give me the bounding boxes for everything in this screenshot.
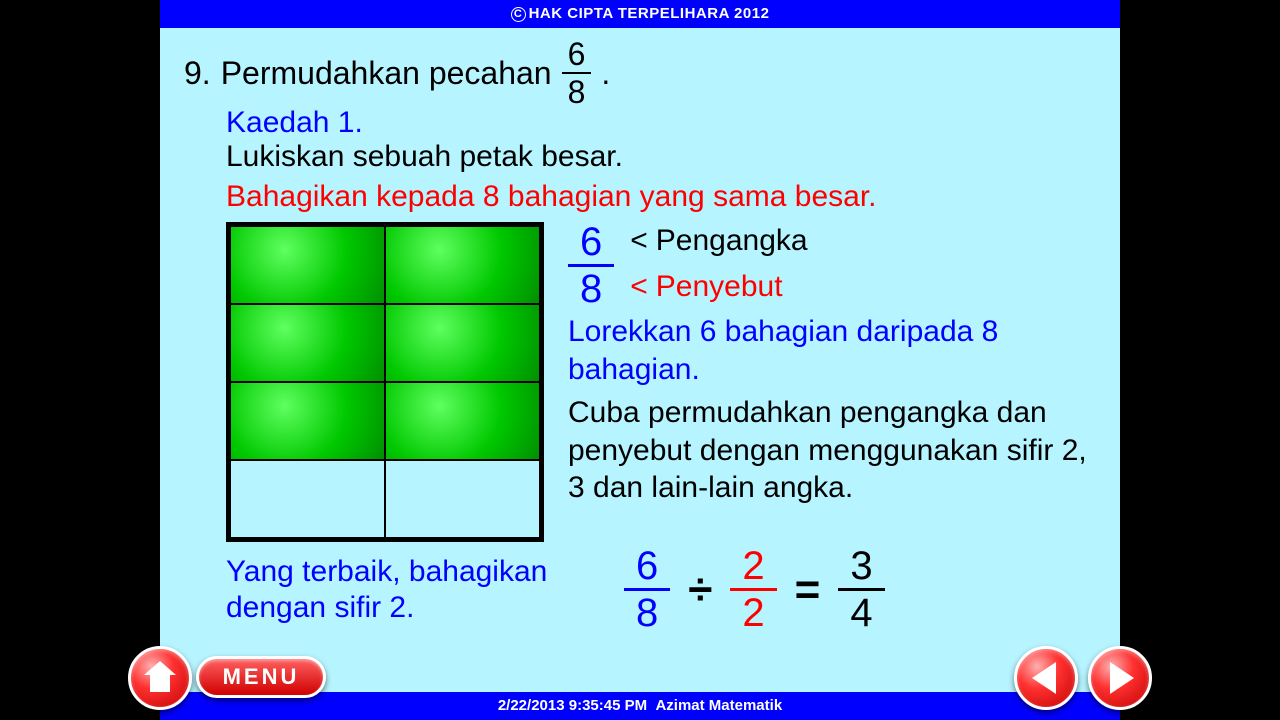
penyebut-arrow: <: [630, 270, 648, 304]
content-area: 9. Permudahkan pecahan 6 8 . Kaedah 1. L…: [160, 28, 1120, 692]
eq-equals: =: [795, 565, 821, 615]
label-fraction: 6 8: [568, 222, 614, 309]
eq-b-den: 2: [730, 591, 776, 633]
eq-divide: ÷: [688, 565, 712, 615]
label-frac-num: 6: [568, 222, 614, 267]
eq-frac-a: 6 8: [624, 546, 670, 633]
menu-button[interactable]: MENU: [196, 656, 326, 698]
grid-cell: [385, 304, 540, 382]
grid-cell: [230, 460, 385, 538]
grid-cell: [385, 460, 540, 538]
fraction-label-arrows: < Pengangka < Penyebut: [630, 222, 807, 304]
top-bar: CHAK CIPTA TERPELIHARA 2012: [160, 0, 1120, 28]
fraction-labels: 6 8 < Pengangka < Penyebut: [568, 222, 1096, 309]
pengangka-label: Pengangka: [656, 224, 808, 258]
label-frac-den: 8: [568, 267, 614, 309]
pengangka-arrow: <: [630, 224, 648, 258]
home-button[interactable]: [128, 646, 192, 710]
divide-instruction: Bahagikan kepada 8 bahagian yang sama be…: [226, 180, 1096, 214]
fraction-grid: [226, 222, 544, 542]
copyright-text: HAK CIPTA TERPELIHARA 2012: [529, 5, 770, 22]
question-period: .: [601, 55, 610, 92]
penyebut-label: Penyebut: [656, 270, 783, 304]
grid-cell: [230, 382, 385, 460]
equation-row: Yang terbaik, bahagikan dengan sifir 2. …: [184, 546, 1096, 633]
eq-b-num: 2: [730, 546, 776, 591]
copyright-icon: C: [511, 7, 526, 22]
eq-a-den: 8: [624, 591, 670, 633]
eq-a-num: 6: [624, 546, 670, 591]
method-label: Kaedah 1.: [226, 106, 1096, 140]
q-frac-num: 6: [562, 38, 592, 74]
grid-cell: [230, 304, 385, 382]
arrow-right-icon: [1110, 662, 1134, 694]
question-line: 9. Permudahkan pecahan 6 8 .: [184, 38, 1096, 108]
grid-cell: [385, 382, 540, 460]
home-icon: [143, 661, 177, 695]
shade-instruction: Lorekkan 6 bahagian daripada 8 bahagian.: [568, 313, 1096, 388]
footer-app: Azimat Matematik: [655, 697, 782, 714]
menu-label: MENU: [223, 664, 300, 690]
q-frac-den: 8: [562, 74, 592, 108]
mid-row: 6 8 < Pengangka < Penyebut Lor: [226, 222, 1096, 542]
prev-button[interactable]: [1014, 646, 1078, 710]
eq-frac-c: 3 4: [838, 546, 884, 633]
question-text: Permudahkan pecahan: [221, 55, 552, 92]
grid-cell: [385, 226, 540, 304]
next-button[interactable]: [1088, 646, 1152, 710]
eq-frac-b: 2 2: [730, 546, 776, 633]
mid-right-text: 6 8 < Pengangka < Penyebut Lor: [568, 222, 1096, 542]
question-number: 9.: [184, 55, 211, 92]
draw-instruction: Lukiskan sebuah petak besar.: [226, 140, 1096, 174]
footer-datetime: 2/22/2013 9:35:45 PM: [498, 697, 647, 714]
eq-c-num: 3: [838, 546, 884, 591]
simplify-instruction: Cuba permudahkan pengangka dan penyebut …: [568, 394, 1096, 507]
eq-c-den: 4: [838, 591, 884, 633]
arrow-left-icon: [1032, 662, 1056, 694]
app-stage: CHAK CIPTA TERPELIHARA 2012 9. Permudahk…: [160, 0, 1120, 720]
equation-intro: Yang terbaik, bahagikan dengan sifir 2.: [226, 554, 606, 626]
question-fraction: 6 8: [562, 38, 592, 108]
grid-cell: [230, 226, 385, 304]
